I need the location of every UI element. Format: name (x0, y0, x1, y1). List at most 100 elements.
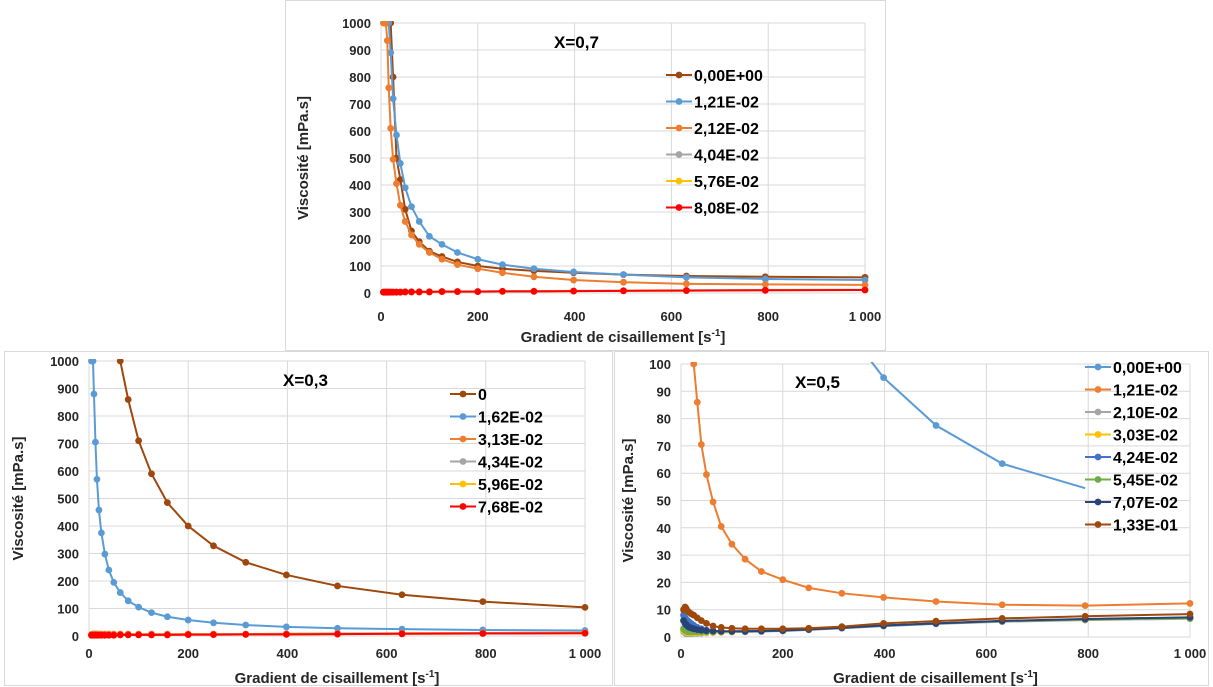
data-point (389, 95, 397, 102)
data-point (499, 287, 506, 295)
data-point (163, 613, 171, 621)
data-point (805, 584, 813, 592)
data-point (116, 359, 124, 365)
x-tick-label: 1 000 (569, 646, 602, 661)
chart-panel-x05: 0 10 20 30 40 50 60 70 80 90 100 0 200 400 600 800 1 000… (614, 351, 1209, 687)
data-point (717, 624, 725, 631)
legend-marker (459, 503, 467, 510)
data-point (683, 287, 690, 294)
y-axis-label: Viscosité [mPa.s] (10, 437, 27, 561)
legend-marker (675, 151, 683, 158)
legend-marker (1094, 521, 1102, 528)
data-point (389, 73, 397, 81)
x-tick-label: 0 (85, 646, 92, 661)
grid (680, 363, 1191, 638)
data-point (530, 273, 538, 281)
series-line (91, 360, 586, 632)
legend-label: 4,24E-02 (1113, 450, 1178, 467)
data-point (93, 475, 101, 483)
data-point (474, 265, 482, 273)
y-tick-label: 600 (57, 464, 79, 479)
data-point (334, 630, 341, 638)
legend-label: 0 (478, 387, 487, 404)
data-point (438, 288, 446, 296)
y-tick-label: 200 (349, 232, 371, 247)
legend-marker (459, 458, 467, 465)
data-point (932, 422, 940, 429)
data-point (741, 625, 749, 633)
data-point (530, 287, 538, 295)
legend-label: 2,10E-02 (1113, 405, 1178, 422)
legend-marker (459, 480, 467, 488)
series-layer (680, 362, 1194, 638)
y-tick-label: 20 (657, 575, 671, 590)
y-tick-label: 60 (657, 466, 671, 481)
data-point (124, 597, 132, 605)
data-point (709, 622, 717, 630)
x-tick-label: 800 (475, 646, 497, 661)
chart-panel-x03: 0 100 200 300 400 500 600 700 800 900 1000 0 200 400 6… (4, 351, 613, 687)
x-tick-label: 400 (277, 646, 299, 661)
data-point (401, 218, 409, 225)
data-point (393, 131, 400, 139)
y-tick-label: 40 (657, 521, 671, 536)
y-tick-label: 1000 (50, 354, 79, 369)
data-point (703, 627, 710, 635)
data-point (581, 604, 589, 611)
data-point (135, 603, 143, 611)
legend-label: 1,33E-01 (1113, 518, 1178, 535)
data-point (398, 630, 406, 638)
legend-label: 7,68E-02 (478, 500, 543, 517)
data-point (396, 288, 404, 296)
y-tick-label: 400 (57, 519, 79, 534)
data-point (581, 629, 589, 637)
legend-marker (675, 204, 683, 211)
legend-label: 4,34E-02 (478, 455, 543, 472)
data-point (703, 619, 710, 627)
legend-marker (1094, 408, 1102, 416)
y-axis-label: Viscosité [mPa.s] (295, 96, 312, 220)
data-point (105, 631, 113, 639)
data-point (620, 278, 627, 286)
data-point (805, 624, 813, 632)
data-point (396, 201, 404, 209)
y-tick-label: 50 (657, 494, 671, 509)
data-point (620, 271, 627, 279)
x-axis-label: Gradient de cisaillement [s-1] (521, 328, 726, 346)
data-point (387, 124, 395, 132)
data-point (620, 287, 627, 295)
x-tick-label: 400 (874, 646, 896, 661)
data-point (92, 438, 99, 446)
data-point (163, 631, 171, 639)
data-point (932, 598, 940, 605)
data-point (283, 623, 290, 631)
chart-title: X=0,7 (554, 33, 599, 52)
data-point (426, 232, 433, 240)
x-tick-label: 400 (564, 309, 586, 324)
legend-label: 7,07E-02 (1113, 495, 1178, 512)
data-point (242, 621, 250, 629)
data-point (383, 37, 391, 44)
x-tick-label: 1 000 (1174, 646, 1207, 661)
data-point (474, 288, 482, 296)
data-point (709, 627, 717, 635)
legend-label: 5,45E-02 (1113, 473, 1178, 490)
grid (88, 360, 586, 637)
x-tick-label: 600 (376, 646, 398, 661)
data-point (89, 359, 97, 365)
data-point (98, 529, 105, 537)
data-point (283, 571, 290, 579)
data-point (693, 398, 701, 406)
y-tick-label: 100 (349, 259, 371, 274)
data-point (838, 589, 846, 597)
data-point (334, 582, 341, 590)
data-point (95, 506, 103, 514)
legend-marker (459, 435, 467, 443)
y-tick-label: 500 (57, 492, 79, 507)
data-point (396, 160, 404, 167)
data-point (758, 568, 765, 575)
data-point (479, 598, 487, 606)
data-point (283, 630, 290, 638)
x-axis-label: Gradient de cisaillement [s-1] (833, 669, 1038, 687)
data-point (1186, 600, 1194, 607)
